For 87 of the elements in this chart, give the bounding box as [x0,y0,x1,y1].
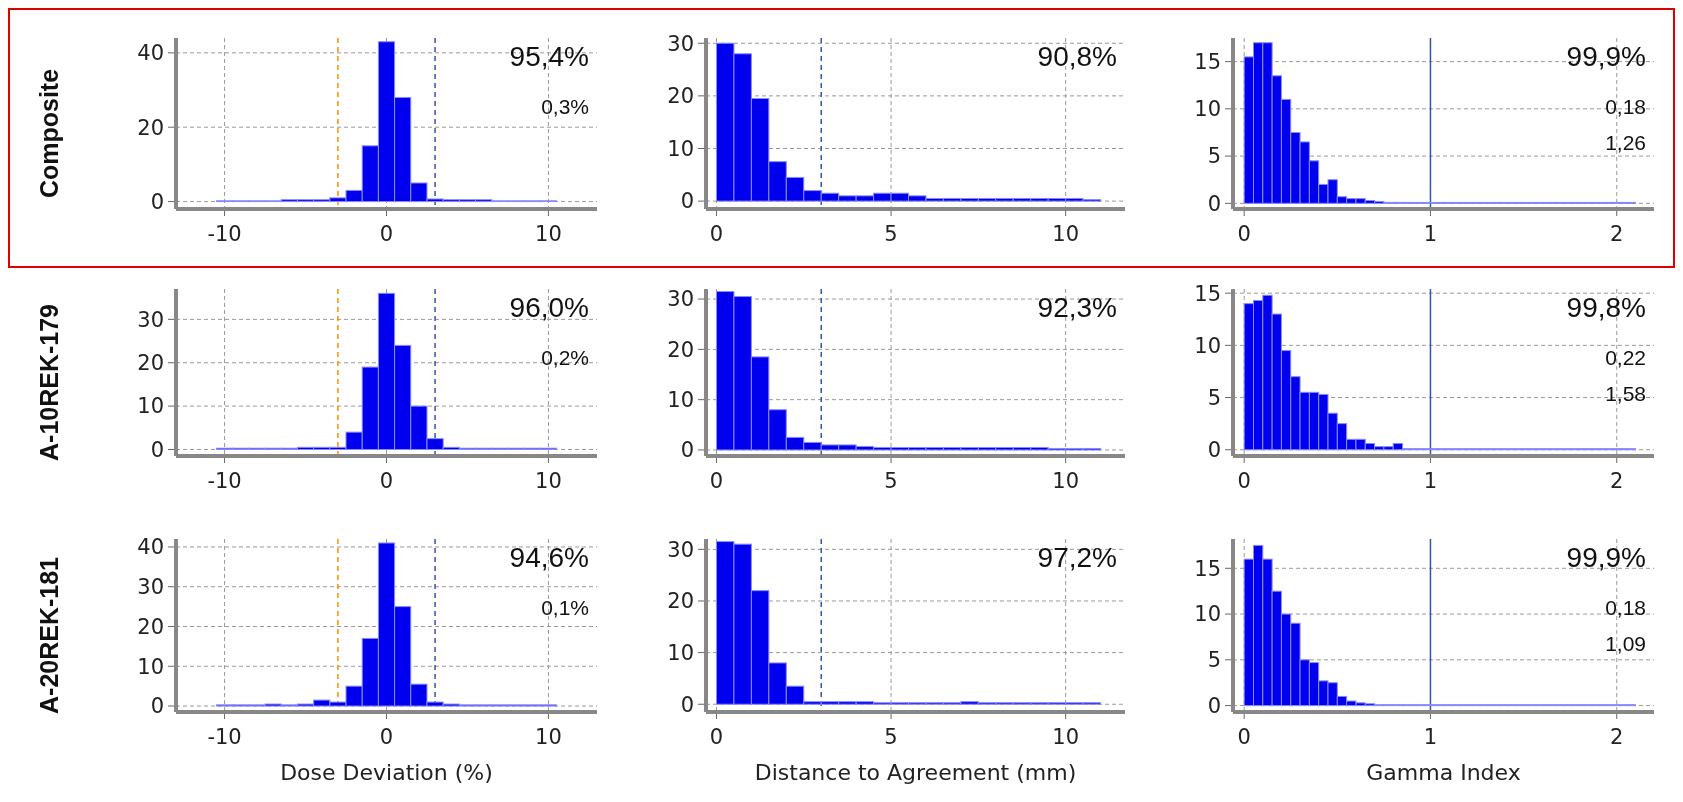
y-tick-label: 30 [667,537,694,562]
y-tick-label: 0 [150,437,164,462]
annotation: 0,1% [541,596,589,619]
x-tick-label: 10 [535,222,562,246]
annotation: 90,8% [1037,41,1117,72]
x-tick-label: 0 [709,725,724,749]
y-tick-label: 5 [1207,385,1221,410]
annotation: 97,2% [1037,542,1117,573]
y-tick-label: 15 [1194,281,1221,306]
annotation: 99,9% [1566,41,1646,72]
x-tick-label: 5 [884,222,898,246]
y-tick-label: 10 [137,394,164,419]
y-tick-label: 10 [137,654,164,679]
annotation: 1,58 [1605,382,1646,405]
y-tick-label: 20 [137,351,164,376]
x-tick-label: 0 [1237,469,1251,493]
y-tick-label: 0 [150,694,164,719]
y-tick-label: 15 [1194,556,1221,581]
x-tick-label: 10 [535,725,562,749]
y-tick-label: 0 [680,189,694,214]
x-tick-label: 2 [1610,725,1624,749]
x-tick-label: 10 [1052,725,1080,749]
annotation: 95,4% [509,41,589,72]
x-tick-label: 2 [1610,469,1624,493]
annotation: 0,18 [1605,95,1646,118]
x-tick-label: 10 [1052,469,1080,493]
y-tick-label: 40 [137,41,164,66]
x-tick-label: 0 [709,222,724,246]
y-tick-label: 30 [137,307,164,332]
y-axis-title: A-20REK-181 [35,556,63,715]
annotation: 0,3% [541,95,589,118]
annotation: 0,2% [541,346,589,369]
y-axis-title: A-10REK-179 [35,303,63,462]
y-tick-label: 0 [1207,438,1221,463]
x-tick-label: 10 [535,469,562,493]
y-tick-label: 30 [667,287,694,312]
annotation: 1,09 [1605,632,1646,655]
annotation: 99,8% [1566,292,1646,323]
x-tick-label: 5 [884,725,898,749]
y-tick-label: 0 [680,438,694,463]
annotation: 99,9% [1566,542,1646,573]
y-tick-label: 0 [680,692,694,717]
x-axis-title: Gamma Index [1366,760,1521,785]
y-tick-label: 10 [1194,97,1221,122]
y-axis-title: Composite [35,68,63,199]
y-tick-label: 20 [667,337,694,362]
x-tick-label: 10 [1052,222,1080,246]
annotation: 1,26 [1605,131,1646,154]
x-axis-title: Distance to Agreement (mm) [754,760,1077,785]
x-tick-label: 2 [1610,222,1624,246]
x-tick-label: -10 [207,725,242,749]
x-tick-label: 0 [379,222,394,246]
x-tick-label: 0 [379,725,394,749]
x-tick-label: 0 [1237,725,1251,749]
y-tick-label: 10 [667,136,694,161]
annotation: 94,6% [509,542,589,573]
y-tick-label: 30 [667,31,694,56]
y-tick-label: 30 [137,575,164,600]
y-tick-label: 0 [1207,693,1221,718]
y-tick-label: 20 [137,614,164,639]
y-tick-label: 10 [1194,602,1221,627]
annotation: 0,18 [1605,596,1646,619]
x-tick-label: 1 [1423,725,1438,749]
y-tick-label: 10 [1194,333,1221,358]
x-tick-label: 1 [1423,222,1438,246]
annotation: 0,22 [1605,346,1646,369]
x-tick-label: 0 [379,469,394,493]
y-tick-label: 20 [667,589,694,614]
y-tick-label: 0 [1207,191,1221,216]
y-tick-label: 15 [1194,49,1221,74]
y-tick-label: 40 [137,535,164,560]
y-tick-label: 20 [667,84,694,109]
x-tick-label: 5 [884,469,898,493]
y-tick-label: 10 [667,388,694,413]
y-tick-label: 5 [1207,144,1221,169]
x-tick-label: 1 [1423,469,1438,493]
y-tick-label: 20 [137,115,164,140]
annotation: 96,0% [509,292,589,323]
y-tick-label: 10 [667,640,694,665]
annotation: 92,3% [1037,292,1117,323]
x-tick-label: -10 [207,222,242,246]
x-tick-label: 0 [709,469,724,493]
x-tick-label: -10 [207,469,242,493]
x-tick-label: 0 [1237,222,1251,246]
y-tick-label: 5 [1207,648,1221,673]
y-tick-label: 0 [150,189,164,214]
x-axis-title: Dose Deviation (%) [280,760,493,785]
